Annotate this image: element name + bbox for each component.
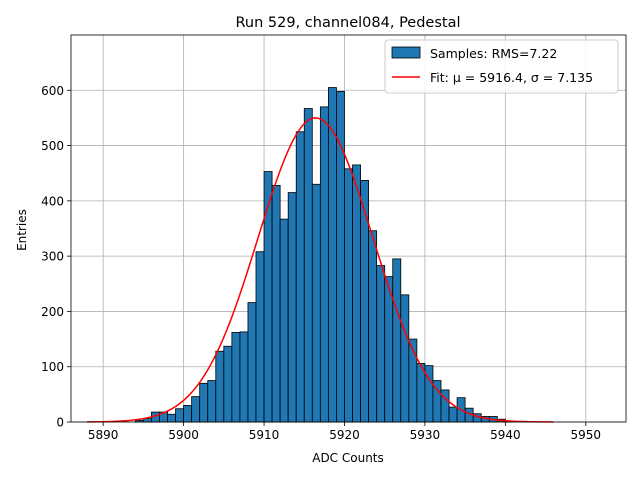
- histogram-bar: [279, 218, 289, 423]
- histogram-bar: [311, 183, 321, 423]
- histogram-bar: [287, 192, 297, 423]
- y-axis-label: Entries: [15, 209, 29, 251]
- y-tick-label: 500: [41, 139, 64, 153]
- histogram-bar: [344, 168, 353, 423]
- histogram-bar: [376, 265, 386, 423]
- x-axis-label: ADC Counts: [312, 451, 384, 465]
- legend-box: [384, 39, 619, 94]
- legend-label-fit: Fit: μ = 5916.4, σ = 7.135: [430, 70, 593, 85]
- chart-title: Run 529, channel084, Pedestal: [235, 15, 460, 31]
- histogram-bar: [215, 350, 225, 423]
- x-tick-label: 5890: [88, 428, 119, 442]
- histogram-bar: [368, 230, 378, 423]
- histogram-bar: [183, 405, 193, 423]
- histogram-bar: [207, 380, 217, 423]
- histogram-bar: [255, 251, 265, 423]
- histogram-bar: [263, 171, 273, 423]
- plot-frame: [70, 34, 627, 423]
- legend-swatch-samples: [391, 46, 421, 59]
- histogram-bar: [400, 294, 410, 423]
- histogram-bar: [247, 302, 257, 423]
- histogram-bars: [134, 87, 514, 423]
- y-tick-label: 200: [41, 305, 64, 319]
- histogram-bar: [231, 332, 241, 423]
- y-tick-label: 600: [41, 84, 64, 98]
- histogram-bar: [239, 331, 249, 423]
- histogram-bar: [360, 180, 370, 423]
- histogram-bar: [384, 276, 394, 423]
- histogram-bar: [191, 396, 201, 423]
- histogram-bar: [167, 413, 176, 423]
- x-tick-label: 5920: [329, 428, 360, 442]
- histogram-bar: [142, 418, 152, 423]
- histogram-bar: [199, 382, 209, 423]
- y-tick-label: 100: [41, 360, 64, 374]
- histogram-bar: [327, 87, 337, 423]
- histogram-bar: [392, 258, 402, 423]
- y-tick-label: 400: [41, 194, 64, 208]
- x-tick-label: 5900: [168, 428, 199, 442]
- histogram-bar: [271, 184, 281, 423]
- y-tick-label: 0: [56, 416, 64, 430]
- histogram-bar: [352, 164, 361, 423]
- legend-label-samples: Samples: RMS=7.22: [430, 46, 557, 61]
- histogram-bar: [223, 345, 233, 423]
- axis-ticks: 5890 5900 5910 5920 5930 5940 5950 0 100 200 300 40…: [41, 84, 601, 442]
- x-tick-label: 5930: [410, 428, 441, 442]
- histogram-bar: [295, 131, 305, 423]
- x-tick-label: 5910: [249, 428, 280, 442]
- histogram-bar: [319, 106, 329, 423]
- x-tick-label: 5940: [490, 428, 521, 442]
- histogram-bar: [448, 406, 458, 423]
- histogram-bar: [175, 408, 185, 423]
- fit-curve: [87, 117, 554, 423]
- legend: Samples: RMS=7.22 Fit: μ = 5916.4, σ = 7…: [384, 39, 619, 94]
- histogram-bar: [303, 108, 313, 423]
- y-tick-label: 300: [41, 250, 64, 264]
- x-tick-label: 5950: [571, 428, 602, 442]
- histogram-bar: [416, 362, 426, 423]
